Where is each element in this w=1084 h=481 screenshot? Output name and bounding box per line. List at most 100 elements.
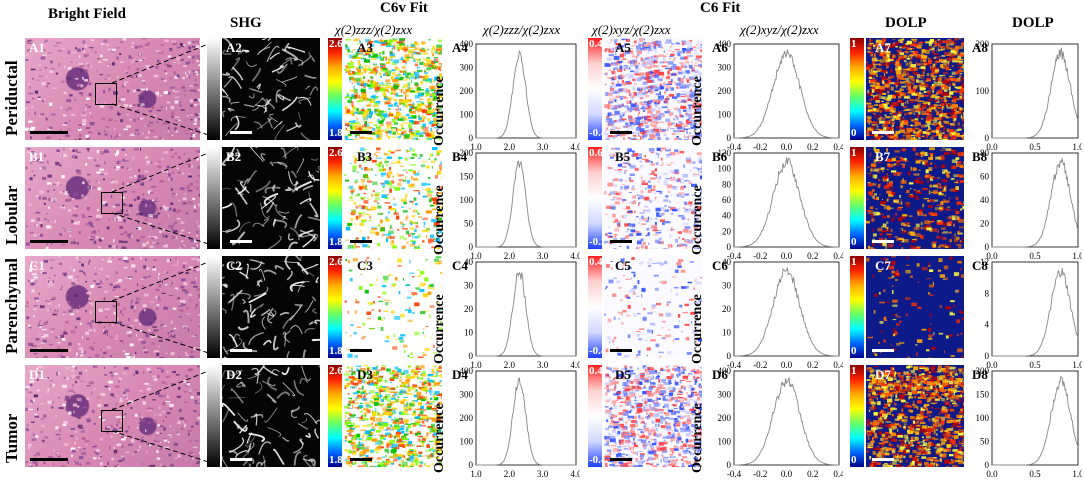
panel-label: C7 bbox=[875, 258, 891, 274]
panel-label: C6 bbox=[712, 258, 728, 274]
header-zzz-hist: χ(2)zzz/χ(2)zxx bbox=[483, 22, 560, 38]
y-tick-label: 0 bbox=[469, 460, 474, 470]
y-tick-label: 0 bbox=[727, 460, 732, 470]
panel-label: A6 bbox=[712, 40, 728, 56]
y-tick-label: 200 bbox=[460, 413, 474, 423]
header-c6-fit: C6 Fit bbox=[700, 0, 740, 17]
colorbar bbox=[850, 256, 864, 358]
colorbar-max-label: 1 bbox=[851, 147, 857, 159]
y-tick-label: 0 bbox=[985, 242, 990, 252]
y-tick-label: 0 bbox=[469, 133, 474, 143]
colorbar bbox=[850, 147, 864, 249]
panel-label: A5 bbox=[615, 40, 631, 56]
y-tick-label: 50 bbox=[464, 219, 474, 229]
x-tick-label: 0.4 bbox=[833, 469, 843, 479]
scale-bar bbox=[30, 458, 68, 461]
x-tick-label: 1.0 bbox=[470, 469, 482, 479]
scale-bar bbox=[872, 349, 894, 352]
colorbar-min-label: 1.8 bbox=[329, 236, 343, 248]
colorbar bbox=[328, 147, 342, 249]
header-c6v-fit: C6v Fit bbox=[380, 0, 428, 17]
colorbar bbox=[588, 365, 602, 467]
header-bright-field: Bright Field bbox=[48, 6, 126, 23]
y-tick-label: 60 bbox=[722, 195, 732, 205]
row-label-lobular: Lobular bbox=[2, 185, 22, 245]
panel-label: B6 bbox=[712, 149, 727, 165]
shg-grayscale-bar bbox=[207, 365, 220, 467]
plot-frame bbox=[734, 153, 839, 247]
colorbar-max-label: 1 bbox=[851, 365, 857, 377]
row-label-tumor: Tumor bbox=[2, 414, 22, 463]
y-tick-label: 100 bbox=[460, 437, 474, 447]
panel-label: A4 bbox=[452, 40, 468, 56]
x-tick-label: 0.0 bbox=[781, 469, 793, 479]
y-tick-label: 150 bbox=[460, 172, 474, 182]
y-axis-label-occurrence: Occurrence bbox=[690, 76, 706, 146]
scale-bar bbox=[872, 131, 894, 134]
y-tick-label: 8 bbox=[985, 288, 990, 298]
shg-grayscale-bar bbox=[207, 147, 220, 249]
panel-label: D7 bbox=[875, 367, 891, 383]
x-tick-label: 0.0 bbox=[986, 469, 998, 479]
histogram-line bbox=[476, 161, 576, 247]
histogram-line bbox=[476, 51, 576, 138]
panel-label: B4 bbox=[452, 149, 467, 165]
x-tick-label: -0.4 bbox=[727, 469, 742, 479]
y-tick-label: 40 bbox=[722, 211, 732, 221]
panel-label: A1 bbox=[29, 40, 45, 56]
header-shg: SHG bbox=[230, 15, 262, 32]
colorbar bbox=[328, 38, 342, 140]
plot-frame bbox=[734, 44, 839, 138]
histogram-line bbox=[734, 268, 839, 356]
y-tick-label: 100 bbox=[976, 413, 990, 423]
y-tick-label: 20 bbox=[464, 304, 474, 314]
y-tick-label: 100 bbox=[718, 437, 732, 447]
x-tick-label: 0.5 bbox=[1029, 469, 1041, 479]
histogram-line bbox=[476, 273, 576, 356]
panel-label: B5 bbox=[615, 149, 630, 165]
x-tick-label: 3.0 bbox=[537, 469, 549, 479]
y-tick-label: 100 bbox=[718, 164, 732, 174]
y-axis-label-occurrence: Occurrence bbox=[690, 185, 706, 255]
colorbar bbox=[588, 38, 602, 140]
y-tick-label: 0 bbox=[469, 351, 474, 361]
y-tick-label: 0 bbox=[727, 242, 732, 252]
colorbar-max-label: 1 bbox=[851, 256, 857, 268]
y-tick-label: 10 bbox=[464, 328, 474, 338]
colorbar bbox=[850, 38, 864, 140]
scale-bar bbox=[30, 349, 68, 352]
x-tick-label: 0.2 bbox=[807, 469, 818, 479]
panel-label: A7 bbox=[875, 40, 891, 56]
colorbar bbox=[588, 256, 602, 358]
y-tick-label: 300 bbox=[718, 63, 732, 73]
scale-bar bbox=[610, 240, 632, 243]
panel-label: B3 bbox=[357, 149, 372, 165]
y-axis-label-occurrence: Occurrence bbox=[690, 403, 706, 473]
header-zzz-map: χ(2)zzz/χ(2)zxx bbox=[335, 22, 412, 38]
histogram-line bbox=[476, 378, 576, 465]
zoom-guide-lines bbox=[110, 38, 220, 140]
colorbar-min-label: 1.8 bbox=[329, 345, 343, 357]
panel-label: B1 bbox=[29, 149, 44, 165]
y-tick-label: 20 bbox=[722, 304, 732, 314]
colorbar-max-label: 0.4 bbox=[589, 365, 603, 377]
x-tick-label: 2.0 bbox=[504, 469, 516, 479]
colorbar bbox=[850, 365, 864, 467]
y-tick-label: 30 bbox=[464, 281, 474, 291]
shg-grayscale-bar bbox=[207, 38, 220, 140]
shg-grayscale-bar bbox=[207, 256, 220, 358]
colorbar-min-label: 1.8 bbox=[329, 127, 343, 139]
panel-label: B7 bbox=[875, 149, 890, 165]
y-tick-label: 300 bbox=[460, 390, 474, 400]
scale-bar bbox=[30, 131, 68, 134]
y-tick-label: 80 bbox=[722, 179, 732, 189]
y-tick-label: 200 bbox=[718, 86, 732, 96]
y-tick-label: 300 bbox=[460, 63, 474, 73]
header-dolp-map: DOLP bbox=[885, 15, 927, 32]
panel-label: A3 bbox=[357, 40, 373, 56]
